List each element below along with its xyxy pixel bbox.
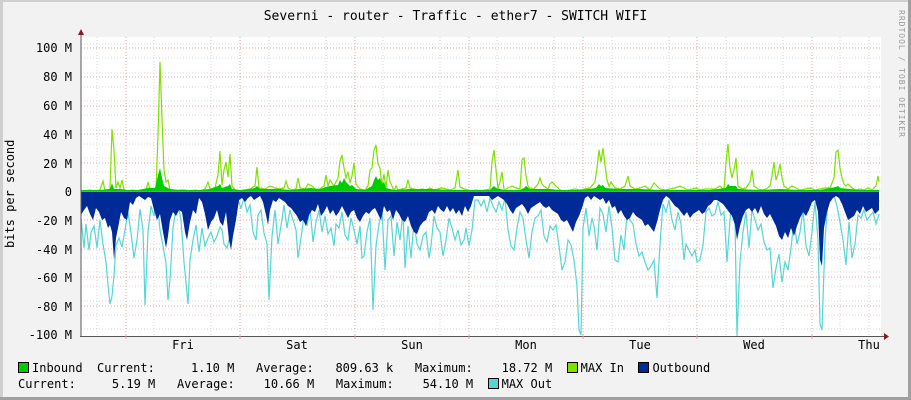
x-tick-sat: Sat: [286, 338, 308, 352]
y-tick: -100 M: [28, 328, 72, 342]
legend-outbound-label: Outbound: [652, 361, 711, 375]
legend-row-2: Current: 5.19 M Average: 10.66 M Maximum…: [18, 377, 552, 391]
legend-row-1: Inbound Current: 1.10 M Average: 809.63 …: [18, 361, 710, 375]
y-axis-arrow-icon: [78, 29, 84, 35]
y-tick: 100 M: [35, 41, 72, 55]
y-tick: -80 M: [35, 300, 72, 314]
legend-inbound-label: Inbound: [32, 361, 83, 375]
legend-max-out-label: MAX Out: [501, 377, 553, 391]
inbound-swatch-icon: [18, 362, 29, 373]
x-tick-sun: Sun: [401, 338, 423, 352]
x-tick-fri: Fri: [172, 338, 194, 352]
frame-left: [0, 0, 3, 400]
series-outbound: [81, 192, 879, 266]
legend-outbound-stats: Current: 5.19 M Average: 10.66 M Maximum…: [18, 377, 474, 391]
y-tick: -20 M: [35, 214, 72, 228]
y-tick: 20 M: [43, 157, 72, 171]
outbound-swatch-icon: [638, 362, 650, 373]
x-axis-arrow-icon: [884, 333, 889, 340]
x-tick-tue: Tue: [629, 338, 651, 352]
x-tick-mon: Mon: [515, 338, 537, 352]
y-tick: -40 M: [35, 243, 72, 257]
max-in-swatch-icon: [566, 362, 578, 373]
max-out-swatch-icon: [487, 378, 499, 389]
y-tick: 40 M: [43, 128, 72, 142]
y-tick: 0: [64, 185, 72, 199]
legend-max-in-label: MAX In: [580, 361, 624, 375]
x-tick-wed: Wed: [743, 338, 765, 352]
rrdtool-watermark: RRDTOOL / TOBI OETIKER: [897, 10, 906, 138]
chart-title: Severni - router - Traffic - ether7 - SW…: [263, 9, 648, 24]
major-grid: [81, 37, 881, 336]
frame-bottom: [0, 397, 911, 400]
x-axis-major-ticks: [125, 334, 813, 339]
frame-top: [0, 0, 911, 2]
y-tick: 80 M: [43, 70, 72, 84]
series-inbound: [81, 168, 879, 192]
y-tick: 60 M: [43, 99, 72, 113]
y-tick: -60 M: [35, 271, 72, 285]
legend-inbound-stats: Current: 1.10 M Average: 809.63 k Maximu…: [82, 361, 553, 375]
x-tick-thu: Thu: [858, 338, 880, 352]
series-max-out: [80, 193, 880, 337]
frame-right: [908, 0, 911, 400]
